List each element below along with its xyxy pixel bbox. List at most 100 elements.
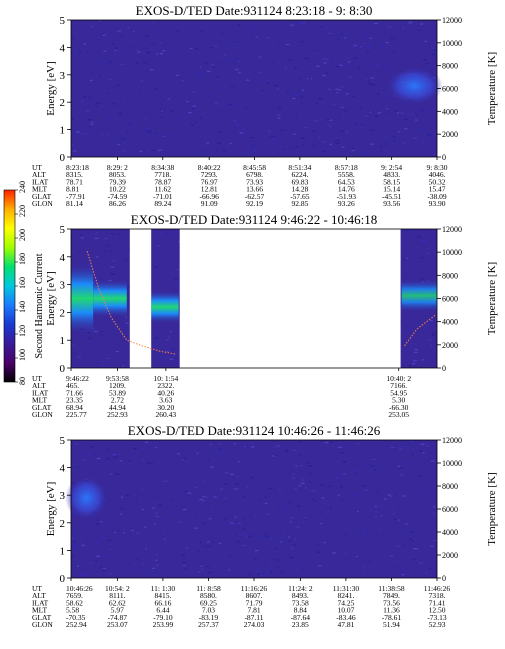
spectrogram-texture bbox=[104, 555, 108, 557]
panels: EXOS-D/TED Date:931124 8:23:18 - 9: 8:30… bbox=[32, 3, 498, 629]
spectrogram-texture bbox=[129, 66, 133, 68]
spectrogram-texture bbox=[177, 453, 180, 455]
spectrogram-texture bbox=[299, 77, 301, 79]
spectrogram-texture bbox=[320, 522, 323, 525]
y2-tick-label: 12000 bbox=[442, 436, 462, 445]
table-cell: 8.81 bbox=[66, 185, 79, 194]
spectrogram-texture bbox=[234, 516, 237, 518]
spectrogram-texture bbox=[377, 110, 379, 112]
spectrogram-texture bbox=[390, 39, 394, 41]
spectrogram-texture bbox=[106, 92, 109, 94]
spectrogram-texture bbox=[265, 82, 269, 84]
spectrogram-texture bbox=[254, 514, 257, 516]
spectrogram-texture bbox=[84, 540, 87, 542]
spectrogram-texture bbox=[354, 123, 357, 125]
spectrogram-texture bbox=[266, 79, 270, 81]
spectrogram-texture bbox=[415, 548, 419, 550]
spectrogram-texture bbox=[144, 111, 147, 113]
spectrogram-texture bbox=[274, 100, 275, 102]
y2-tick-label: 4000 bbox=[442, 528, 458, 537]
spectrogram-texture bbox=[245, 107, 248, 109]
spectrogram-texture bbox=[204, 496, 209, 498]
spectrogram-texture bbox=[301, 137, 305, 139]
spectrogram-texture bbox=[353, 57, 357, 59]
spectrogram-texture bbox=[132, 47, 135, 49]
spectrogram-texture bbox=[268, 130, 271, 132]
spectrogram-texture bbox=[133, 30, 135, 32]
spectrogram-texture bbox=[301, 101, 303, 103]
spectrogram-texture bbox=[365, 79, 367, 81]
spectrogram-texture bbox=[165, 339, 170, 341]
spectrogram-texture bbox=[344, 552, 347, 555]
spectrogram-texture bbox=[298, 454, 301, 456]
spectrogram-texture bbox=[71, 37, 74, 39]
spectrogram-texture bbox=[340, 33, 344, 35]
spectrogram-texture bbox=[261, 573, 266, 575]
spectrogram-texture bbox=[100, 334, 103, 336]
spectrogram-texture bbox=[329, 441, 333, 443]
spectrogram-texture bbox=[141, 448, 145, 450]
table-cell: 8493. bbox=[292, 591, 309, 600]
spectrogram-texture bbox=[372, 458, 376, 460]
spectrogram-texture bbox=[338, 446, 343, 448]
table-cell: 257.37 bbox=[198, 620, 219, 629]
spectrogram-texture bbox=[289, 556, 294, 559]
spectrogram-texture bbox=[123, 97, 125, 99]
spectrogram-texture bbox=[334, 141, 336, 143]
spectrogram-texture bbox=[270, 571, 273, 573]
spectrogram-texture bbox=[365, 115, 368, 117]
table-cell: 7659. bbox=[66, 591, 83, 600]
spectrogram-texture bbox=[212, 541, 214, 543]
spectrogram-texture bbox=[393, 518, 397, 520]
spectrogram-texture bbox=[85, 110, 90, 112]
spectrogram-texture bbox=[113, 77, 115, 79]
spectrogram-texture bbox=[143, 52, 146, 54]
spectrogram-texture bbox=[147, 131, 152, 133]
spectrogram-texture bbox=[424, 40, 427, 42]
spectrogram-texture bbox=[234, 123, 239, 126]
spectrogram-texture bbox=[275, 548, 278, 550]
spectrogram-texture bbox=[126, 494, 130, 496]
table-cell: 66.16 bbox=[154, 598, 171, 607]
spectrogram-texture bbox=[271, 559, 276, 561]
spectrogram-texture bbox=[220, 451, 223, 453]
spectrogram-texture bbox=[90, 123, 94, 126]
spectrogram-texture bbox=[103, 568, 106, 570]
spectrogram-texture bbox=[100, 33, 102, 35]
spectrogram-texture bbox=[301, 89, 305, 91]
spectrogram-texture bbox=[401, 574, 405, 576]
spectrogram-texture bbox=[341, 498, 345, 501]
spectrogram-texture bbox=[75, 531, 77, 533]
spectrogram-texture bbox=[374, 505, 377, 508]
spectrogram-texture bbox=[368, 83, 372, 85]
spectrogram-texture bbox=[114, 531, 117, 533]
spectrogram-texture bbox=[360, 138, 362, 140]
table-cell: 62.62 bbox=[109, 598, 126, 607]
spectrogram-texture bbox=[156, 53, 159, 55]
spectrogram-texture bbox=[361, 123, 363, 126]
row-label: MLT bbox=[32, 185, 48, 194]
spectrogram-texture bbox=[252, 121, 254, 123]
spectrogram-texture bbox=[327, 485, 332, 488]
spectrogram-texture bbox=[96, 102, 100, 104]
spectrogram-texture bbox=[150, 571, 154, 573]
spectrogram-texture bbox=[175, 285, 179, 287]
spectrogram-texture bbox=[105, 244, 109, 246]
spectrogram-texture bbox=[108, 117, 112, 119]
spectrogram-texture bbox=[280, 541, 282, 543]
spectrogram-texture bbox=[248, 536, 253, 538]
spectrogram-texture bbox=[114, 456, 118, 458]
y-tick-label: 2 bbox=[60, 518, 66, 530]
spectrogram-texture bbox=[324, 442, 329, 444]
spectrogram-texture bbox=[323, 141, 326, 144]
spectrogram-texture bbox=[153, 495, 156, 497]
spectrogram-texture bbox=[412, 518, 415, 520]
spectrogram-texture bbox=[329, 125, 331, 127]
spectrogram-texture bbox=[271, 138, 276, 140]
spectrogram-texture bbox=[290, 24, 294, 26]
row-label: MLT bbox=[32, 396, 48, 405]
spectrogram-texture bbox=[304, 57, 309, 60]
table-cell: 51.94 bbox=[383, 620, 400, 629]
spectrogram-texture bbox=[118, 321, 120, 323]
